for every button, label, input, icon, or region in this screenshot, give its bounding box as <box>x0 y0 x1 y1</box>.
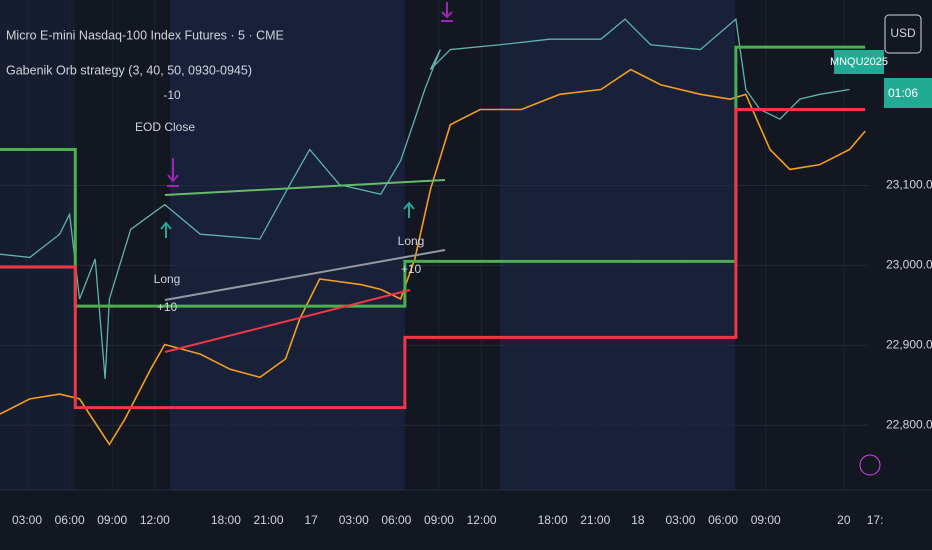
trade-line <box>164 179 446 196</box>
ticker-tag-bg <box>834 50 884 74</box>
x-tick-label: 03:00 <box>12 513 42 527</box>
y-tick-label: 23,100.00 <box>886 178 932 192</box>
symbol-title: Micro E-mini Nasdaq-100 Index Futures · … <box>6 28 284 42</box>
annotation: Long <box>154 272 181 286</box>
y-tick-label: 22,900.00 <box>886 337 932 351</box>
long-arrow <box>160 221 172 238</box>
x-tick-label: 06:00 <box>381 513 411 527</box>
x-tick-label: 12:00 <box>467 513 497 527</box>
x-tick-label: 09:00 <box>751 513 781 527</box>
x-tick-label: 20 <box>837 513 851 527</box>
exit-arrow <box>167 158 179 187</box>
x-tick-label: 06:00 <box>708 513 738 527</box>
x-tick-label: 17 <box>304 513 318 527</box>
series-line <box>0 17 850 379</box>
plot <box>0 17 866 446</box>
indicator-title: Gabenik Orb strategy (3, 40, 50, 0930-09… <box>6 63 252 77</box>
x-tick-label: 09:00 <box>97 513 127 527</box>
x-tick-label: 21:00 <box>580 513 610 527</box>
exit-arrow <box>441 2 453 22</box>
y-tick-label: 23,000.00 <box>886 258 932 272</box>
x-tick-label: 18:00 <box>538 513 568 527</box>
annotation: +10 <box>157 300 178 314</box>
x-tick-label: 06:00 <box>55 513 85 527</box>
countdown: 01:06 <box>888 86 918 100</box>
series-line <box>0 108 866 410</box>
trade-line <box>164 289 411 353</box>
x-tick-label: 12:00 <box>140 513 170 527</box>
annotation: +10 <box>401 262 422 276</box>
x-tick-label: 17: <box>867 513 884 527</box>
currency[interactable]: USD <box>890 26 916 40</box>
annotation: Long <box>398 234 425 248</box>
annotation: -10 <box>163 88 181 102</box>
series-line <box>0 45 866 308</box>
x-tick-label: 18:00 <box>211 513 241 527</box>
countdown-bg <box>884 78 932 108</box>
x-tick-label: 03:00 <box>665 513 695 527</box>
x-tick-label: 21:00 <box>253 513 283 527</box>
x-tick-label: 18 <box>631 513 645 527</box>
ticker-tag: MNQU2025 <box>830 56 888 68</box>
x-tick-label: 03:00 <box>339 513 369 527</box>
annotation: EOD Close <box>135 120 195 134</box>
trade-line <box>164 249 446 301</box>
grid <box>0 0 876 490</box>
currency-button[interactable] <box>884 14 922 54</box>
x-tick-label: 09:00 <box>424 513 454 527</box>
alert-icon[interactable] <box>859 454 881 476</box>
long-arrow <box>403 201 415 218</box>
session-band <box>500 0 735 490</box>
y-tick-label: 22,800.00 <box>886 417 932 431</box>
